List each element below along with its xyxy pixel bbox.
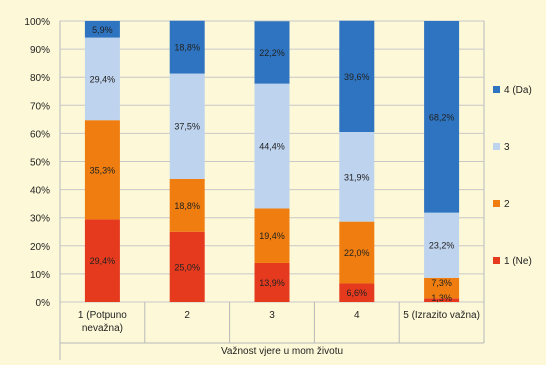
data-label: 25,0% <box>174 262 200 272</box>
x-category-label: 5 (Izrazito važna) <box>403 310 480 321</box>
legend-swatch <box>493 143 500 150</box>
axes: 0% 10% 20% 30% 40% 50% 60% 70% 80% 90% 100% 1 (Potp… <box>24 17 485 360</box>
bar-segment <box>339 221 375 284</box>
y-tick-label: 20% <box>30 242 50 253</box>
y-tick-label: 70% <box>30 101 50 112</box>
bar-segment <box>169 178 205 232</box>
data-label: 6,6% <box>347 288 368 298</box>
y-tick-label: 60% <box>30 129 50 140</box>
legend-swatch <box>493 86 500 93</box>
legend-swatch <box>493 257 500 264</box>
bar-segment <box>339 131 375 222</box>
bar-segment <box>84 37 120 121</box>
data-label: 44,4% <box>259 142 285 152</box>
data-label: 39,6% <box>344 72 370 82</box>
legend-label: 4 (Da) <box>504 85 532 96</box>
data-label: 5,9% <box>92 25 113 35</box>
data-label: 1,3% <box>431 293 452 303</box>
bar-segment <box>169 231 205 302</box>
data-label: 19,4% <box>259 231 285 241</box>
legend-label: 3 <box>504 142 510 153</box>
x-category-label: 2 <box>184 310 190 321</box>
bar-segment <box>254 21 290 84</box>
bars: 29,4% 35,3% 29,4% 5,9% 25,0% 18,8% 37,5% 18,8% 1… <box>84 20 460 303</box>
data-label: 18,8% <box>174 43 200 53</box>
y-tick-label: 90% <box>30 45 50 56</box>
data-label: 35,3% <box>90 165 116 175</box>
bar-segment <box>84 219 120 302</box>
y-tick-label: 10% <box>30 270 50 281</box>
x-axis-title: Važnost vjere u mom životu <box>221 346 343 357</box>
bar-segment <box>254 208 290 263</box>
bar-segment <box>339 283 375 302</box>
bar-segment <box>424 277 460 299</box>
y-tick-label: 50% <box>30 158 50 169</box>
bar-segment <box>424 298 460 302</box>
x-category-label: 4 <box>354 310 360 321</box>
bar-segment <box>84 21 120 38</box>
bar-segment <box>254 83 290 209</box>
bar-segment <box>169 73 205 179</box>
bar-segment <box>339 20 375 132</box>
y-tick-label: 80% <box>30 73 50 84</box>
data-label: 37,5% <box>174 122 200 132</box>
data-label: 18,8% <box>174 201 200 211</box>
data-label: 22,0% <box>344 248 370 258</box>
y-tick-label: 30% <box>30 214 50 225</box>
y-tick-label: 0% <box>36 298 51 309</box>
legend-swatch <box>493 200 500 207</box>
legend-label: 2 <box>504 199 510 210</box>
bar-segment <box>424 21 460 213</box>
data-label: 29,4% <box>90 256 116 266</box>
x-category-label: 3 <box>269 310 275 321</box>
data-label: 13,9% <box>259 278 285 288</box>
x-category-label: 1 (Potpuno <box>78 310 127 321</box>
data-label: 23,2% <box>429 241 455 251</box>
data-label: 7,3% <box>431 278 452 288</box>
legend-label: 1 (Ne) <box>504 256 532 267</box>
data-label: 22,2% <box>259 48 285 58</box>
x-category-label: nevažna) <box>82 323 123 334</box>
bar-segment <box>84 120 120 220</box>
bar-segment <box>424 212 460 278</box>
bar-segment <box>254 262 290 302</box>
bar-segment <box>169 20 205 74</box>
legend: 4 (Da) 3 2 1 (Ne) <box>493 85 532 267</box>
y-tick-label: 40% <box>30 186 50 197</box>
data-label: 29,4% <box>90 74 116 84</box>
data-label: 31,9% <box>344 172 370 182</box>
y-tick-label: 100% <box>24 17 50 28</box>
data-label: 68,2% <box>429 112 455 122</box>
